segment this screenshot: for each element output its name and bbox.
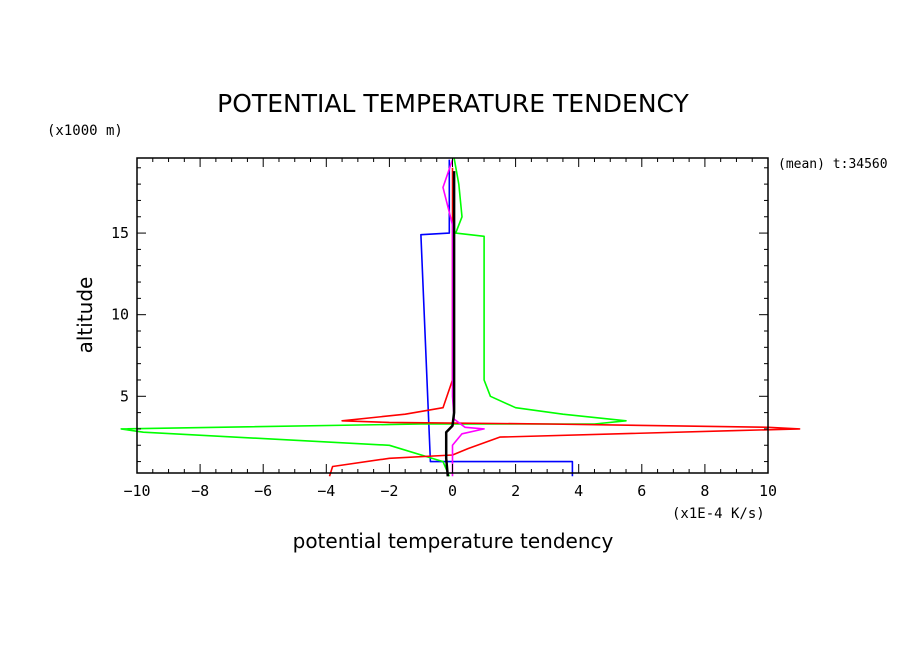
series-line-4	[442, 159, 485, 477]
mean-time-annotation: (mean) t:34560	[778, 157, 888, 172]
x-tick-label: 6	[637, 482, 646, 500]
series-line-2	[120, 157, 627, 477]
x-unit-label: (x1E-4 K/s)	[672, 506, 765, 522]
x-tick-label: 10	[759, 482, 777, 500]
x-tick-label: −4	[317, 482, 335, 500]
x-tick-label: 2	[511, 482, 520, 500]
chart-title: POTENTIAL TEMPERATURE TENDENCY	[217, 89, 689, 118]
y-tick-label: 15	[111, 224, 129, 242]
y-tick-label: 5	[120, 387, 129, 405]
series-layer	[120, 157, 801, 477]
x-axis-label: potential temperature tendency	[293, 529, 614, 553]
x-tick-label: −2	[380, 482, 398, 500]
x-tick-label: −10	[123, 482, 150, 500]
y-unit-label: (x1000 m)	[47, 123, 123, 139]
series-line-3	[328, 167, 801, 477]
x-tick-label: 8	[700, 482, 709, 500]
y-axis-label: altitude	[73, 277, 97, 354]
x-tick-label: 4	[574, 482, 583, 500]
x-tick-label: −8	[191, 482, 209, 500]
x-tick-label: 0	[448, 482, 457, 500]
series-line-5	[444, 171, 456, 477]
axes-layer: −10 −8 −6 −4 −2 0 2 4 6 8 10 5 10 15	[111, 157, 777, 500]
series-line-1	[420, 159, 574, 477]
y-tick-label: 10	[111, 306, 129, 324]
x-tick-label: −6	[254, 482, 272, 500]
